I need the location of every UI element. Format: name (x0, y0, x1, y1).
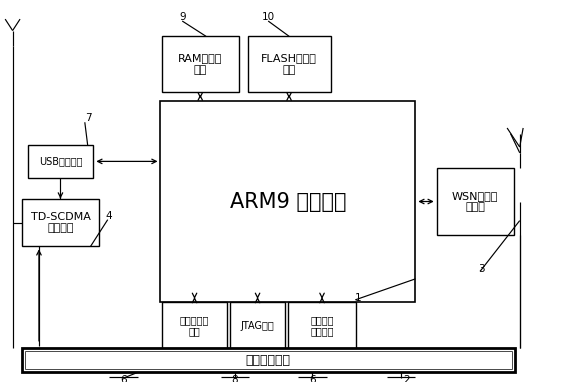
Bar (22, 199, 99, 246)
Bar (22, 348, 515, 372)
Bar (288, 302, 356, 350)
Bar (28, 145, 93, 178)
Text: ARM9 控制单元: ARM9 控制单元 (230, 191, 346, 212)
Text: 1: 1 (355, 293, 362, 303)
Text: 9: 9 (179, 12, 186, 22)
Bar (230, 302, 285, 350)
Text: 6: 6 (309, 375, 316, 382)
Text: JTAG电路: JTAG电路 (241, 320, 274, 331)
Text: 4: 4 (105, 211, 112, 221)
Text: TD-SCDMA
接入单元: TD-SCDMA 接入单元 (30, 212, 91, 233)
Text: WSN子网接
入单元: WSN子网接 入单元 (452, 191, 499, 212)
Bar (437, 168, 514, 235)
Bar (162, 302, 227, 350)
Text: 2: 2 (403, 375, 410, 382)
Text: USB扩展单元: USB扩展单元 (39, 156, 82, 167)
Text: 10: 10 (262, 12, 274, 22)
Text: 8: 8 (231, 375, 238, 382)
Text: 6: 6 (120, 375, 127, 382)
Text: 3: 3 (478, 264, 485, 274)
Text: 串口通信
单元电路: 串口通信 单元电路 (310, 315, 334, 337)
Text: 7: 7 (85, 113, 92, 123)
Bar (248, 36, 331, 92)
Text: 以太网控制
单元: 以太网控制 单元 (180, 315, 209, 337)
Text: 电源管理单元: 电源管理单元 (246, 353, 291, 367)
Bar (162, 36, 239, 92)
Text: FLASH存储器
单元: FLASH存储器 单元 (261, 53, 317, 75)
Text: RAM存储器
单元: RAM存储器 单元 (178, 53, 222, 75)
Bar (160, 101, 415, 302)
